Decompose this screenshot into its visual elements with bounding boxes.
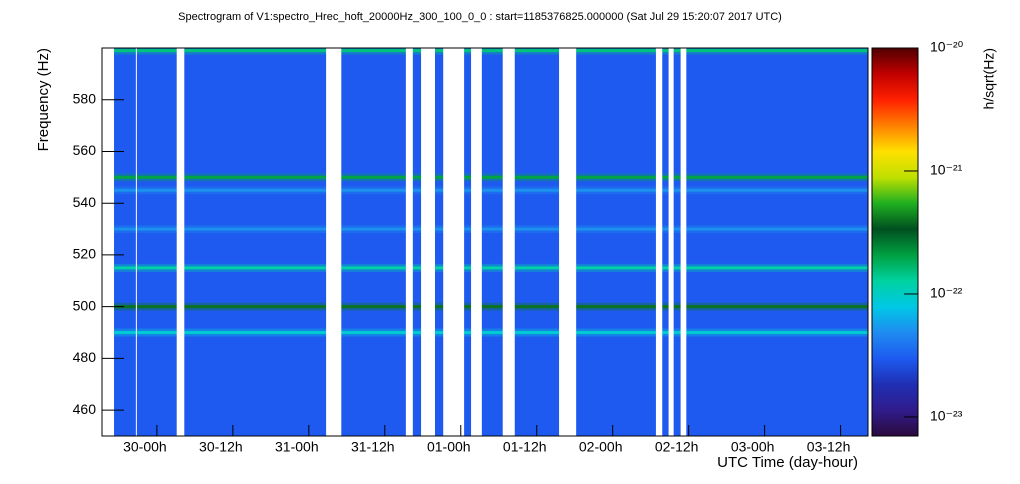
colorbar-frame <box>871 47 919 437</box>
spectral-line <box>102 49 868 53</box>
data-gap <box>443 48 465 436</box>
data-gap <box>102 48 115 436</box>
data-gap <box>135 48 137 436</box>
y-tick-label: 480 <box>73 349 97 365</box>
y-tick-label: 500 <box>73 297 97 313</box>
x-tick-label: 30-00h <box>123 439 167 455</box>
spectral-line <box>102 188 868 192</box>
spectral-line <box>102 266 868 270</box>
z-tick-label: 10⁻²³ <box>930 408 963 424</box>
x-axis-title: UTC Time (day-hour) <box>717 454 858 471</box>
x-tick-label: 30-12h <box>199 439 243 455</box>
y-tick-label: 460 <box>73 401 97 417</box>
x-tick-label: 03-00h <box>731 439 775 455</box>
x-tick-label: 01-00h <box>427 439 471 455</box>
colorbar <box>872 48 918 436</box>
x-tick-label: 31-12h <box>351 439 395 455</box>
x-tick-label: 31-00h <box>275 439 319 455</box>
z-tick-label: 10⁻²¹ <box>930 162 963 178</box>
z-tick-label: 10⁻²² <box>930 285 963 301</box>
z-tick-label: 10⁻²⁰ <box>930 39 964 55</box>
x-tick-label: 03-12h <box>807 439 851 455</box>
y-tick-label: 520 <box>73 246 97 262</box>
plot-area <box>102 48 868 436</box>
data-gap <box>471 48 482 436</box>
background <box>102 48 868 436</box>
data-gap <box>668 48 674 436</box>
plot-frame <box>101 47 869 437</box>
colorbar-title: h/sqrt(Hz) <box>981 48 997 109</box>
data-gap <box>326 48 342 436</box>
data-gap <box>680 48 687 436</box>
x-tick-label: 02-00h <box>579 439 623 455</box>
y-tick-label: 540 <box>73 194 97 210</box>
y-tick-label: 580 <box>73 90 97 106</box>
spectral-line <box>102 305 868 309</box>
data-gap <box>502 48 515 436</box>
data-gap <box>559 48 577 436</box>
x-tick-label: 01-12h <box>503 439 547 455</box>
spectral-line <box>102 331 868 335</box>
y-axis-title: Frequency (Hz) <box>35 48 52 151</box>
data-gap <box>176 48 185 436</box>
y-tick-label: 560 <box>73 142 97 158</box>
chart-title: Spectrogram of V1:spectro_Hrec_hoft_2000… <box>178 11 782 23</box>
spectral-line <box>102 175 868 179</box>
data-gap <box>655 48 663 436</box>
data-gap <box>421 48 435 436</box>
x-tick-label: 02-12h <box>655 439 699 455</box>
spectral-line <box>102 227 868 231</box>
data-gap <box>405 48 413 436</box>
